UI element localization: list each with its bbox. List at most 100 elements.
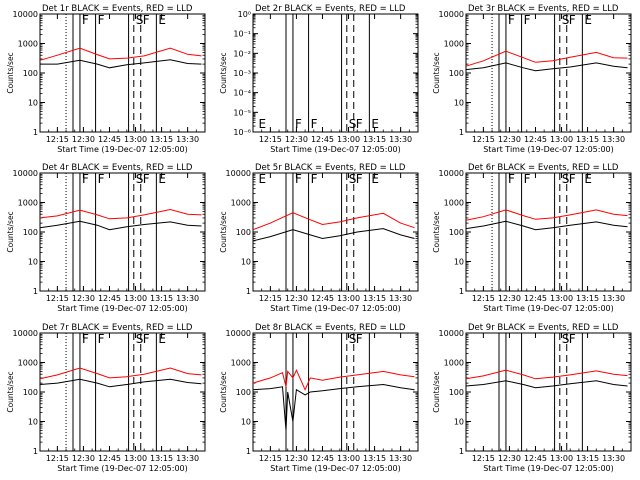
x-tick-label: 12:15 (472, 454, 495, 463)
x-tick-label: 13:15 (150, 135, 173, 144)
event-marker-label: E (584, 13, 592, 27)
y-axis-label: Counts/sec (219, 371, 228, 412)
event-marker-label: F (356, 332, 363, 346)
y-tick-label: 10⁻⁶ (233, 128, 251, 137)
event-marker-label: F (82, 332, 89, 346)
series-lld-line (465, 209, 628, 221)
event-marker-label: E (371, 117, 379, 131)
series-events-line (39, 220, 202, 231)
x-tick-label: 13:00 (337, 135, 360, 144)
x-tick-label: 13:00 (337, 454, 360, 463)
event-marker-label: S (349, 172, 357, 186)
y-tick-label: 10 (28, 99, 38, 108)
plot-frame (465, 172, 632, 292)
event-marker-label: F (569, 332, 576, 346)
x-tick-label: 13:00 (550, 135, 573, 144)
event-marker-label: E (158, 172, 166, 186)
event-marker-label: E (371, 172, 379, 186)
event-marker-label: F (508, 172, 515, 186)
event-marker-label: E (158, 13, 166, 27)
event-marker-label: S (349, 332, 357, 346)
y-tick-label: 1 (33, 128, 38, 137)
x-tick-label: 13:00 (337, 294, 360, 303)
y-tick-label: 100 (23, 388, 38, 397)
chart-title: Det 6r BLACK = Events, RED = LLD (468, 163, 619, 173)
plot-frame (465, 13, 632, 133)
x-tick-label: 13:15 (363, 454, 386, 463)
x-tick-label: 12:45 (311, 135, 334, 144)
x-tick-label: 12:15 (472, 135, 495, 144)
chart-title: Det 9r BLACK = Events, RED = LLD (468, 323, 619, 333)
y-tick-label: 100 (23, 69, 38, 78)
y-tick-label: 10 (241, 258, 251, 267)
x-axis-label: Start Time (19-Dec-07 12:05:00) (270, 304, 401, 313)
event-marker-label: F (82, 13, 89, 27)
y-axis-label: Counts/sec (432, 52, 441, 93)
event-marker-label: F (98, 332, 105, 346)
event-marker-label: S (136, 13, 144, 27)
event-marker-label: F (508, 13, 515, 27)
y-axis-label: Counts/sec (219, 52, 228, 93)
x-axis-label: Start Time (19-Dec-07 12:05:00) (57, 464, 188, 473)
event-marker-label: E (158, 332, 166, 346)
x-tick-label: 12:30 (72, 294, 95, 303)
y-tick-label: 1 (246, 287, 251, 296)
x-tick-label: 12:45 (311, 454, 334, 463)
x-tick-label: 13:30 (389, 294, 412, 303)
y-tick-label: 10 (454, 99, 464, 108)
x-axis-label: Start Time (19-Dec-07 12:05:00) (483, 145, 614, 154)
y-tick-label: 100 (23, 228, 38, 237)
y-axis-label: Counts/sec (6, 211, 15, 252)
x-tick-label: 13:15 (150, 454, 173, 463)
chart-panel-4: Det 4r BLACK = Events, RED = LLD 1 10 100 10… (6, 163, 206, 313)
y-tick-label: 100 (236, 228, 251, 237)
x-tick-label: 12:45 (98, 294, 121, 303)
event-marker-label: F (295, 117, 302, 131)
event-marker-label: F (143, 13, 150, 27)
x-tick-label: 13:30 (389, 454, 412, 463)
event-marker-label: E (584, 172, 592, 186)
x-tick-label: 12:15 (259, 294, 282, 303)
series-lld-line (39, 367, 202, 380)
plot-frame (465, 332, 632, 452)
y-tick-label: 1 (33, 287, 38, 296)
series-events-line (252, 383, 415, 431)
y-tick-label: 10000 (439, 10, 464, 19)
x-tick-label: 12:30 (498, 294, 521, 303)
event-marker-label: F (98, 172, 105, 186)
event-marker-label: F (356, 117, 363, 131)
y-tick-label: 10 (28, 418, 38, 427)
y-tick-label: 100 (449, 69, 464, 78)
y-tick-label: 10 (454, 418, 464, 427)
series-events-line (252, 228, 415, 242)
x-tick-label: 12:45 (524, 454, 547, 463)
x-tick-label: 13:15 (576, 294, 599, 303)
chart-title: Det 8r BLACK = Events, RED = LLD (255, 323, 406, 333)
series-lld-line (465, 50, 628, 67)
y-tick-label: 1000 (231, 359, 251, 368)
y-tick-label: 10⁰ (238, 10, 251, 19)
y-tick-label: 10⁻¹ (233, 30, 251, 39)
chart-title: Det 4r BLACK = Events, RED = LLD (42, 163, 193, 173)
event-marker-label: F (524, 13, 531, 27)
series-lld-line (465, 369, 628, 380)
series-events-line (40, 59, 202, 69)
event-marker-label: S (136, 332, 144, 346)
x-axis-label: Start Time (19-Dec-07 12:05:00) (483, 304, 614, 313)
y-tick-label: 1 (33, 447, 38, 456)
event-marker-label: S (349, 117, 357, 131)
y-tick-label: 10000 (13, 10, 38, 19)
y-tick-label: 10000 (13, 169, 38, 178)
x-tick-label: 13:30 (602, 135, 625, 144)
y-tick-label: 100 (449, 388, 464, 397)
y-tick-label: 100 (449, 228, 464, 237)
event-marker-label: F (356, 172, 363, 186)
y-axis-label: Counts/sec (219, 211, 228, 252)
y-tick-label: 1 (246, 447, 251, 456)
x-tick-label: 12:30 (498, 135, 521, 144)
y-tick-label: 10 (454, 258, 464, 267)
event-marker-label: S (136, 172, 144, 186)
chart-panel-3: Det 3r BLACK = Events, RED = LLD 1 10 100 10… (432, 4, 632, 154)
chart-panel-9: Det 9r BLACK = Events, RED = LLD 1 10 100 10… (432, 323, 632, 473)
x-axis-label: Start Time (19-Dec-07 12:05:00) (57, 145, 188, 154)
